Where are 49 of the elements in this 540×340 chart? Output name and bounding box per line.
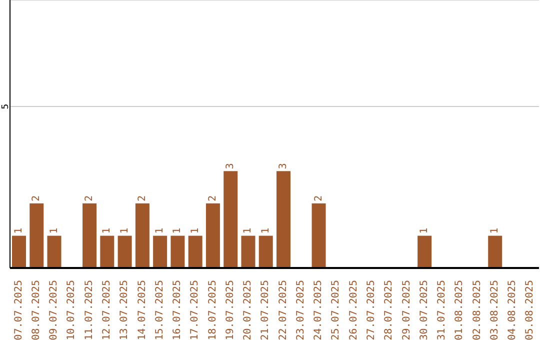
x-tick-label: 31.07.2025 bbox=[436, 280, 448, 340]
x-tick-label: 05.08.2025 bbox=[524, 280, 536, 340]
x-tick-label: 12.07.2025 bbox=[101, 280, 112, 340]
x-tick-label: 19.07.2025 bbox=[224, 280, 236, 340]
x-tick-label: 25.07.2025 bbox=[330, 280, 342, 340]
x-tick-label: 23.07.2025 bbox=[295, 280, 306, 340]
data-label: 1 bbox=[190, 228, 201, 234]
x-tick-label: 08.07.2025 bbox=[30, 280, 42, 340]
x-tick-label: 09.07.2025 bbox=[48, 280, 60, 340]
data-label: 1 bbox=[260, 228, 272, 234]
x-tick-label: 15.07.2025 bbox=[154, 280, 166, 340]
y-tick-label: 5 bbox=[1, 104, 11, 110]
x-tick-label: 24.07.2025 bbox=[313, 280, 324, 340]
x-tick-label: 20.07.2025 bbox=[242, 280, 254, 340]
x-tick-label: 21.07.2025 bbox=[260, 280, 272, 340]
x-tick-label: 01.08.2025 bbox=[454, 280, 466, 340]
x-tick-label: 28.07.2025 bbox=[384, 280, 395, 340]
x-tick-label: 14.07.2025 bbox=[136, 280, 148, 340]
x-tick-label: 04.08.2025 bbox=[507, 280, 518, 340]
x-tick-label: 30.07.2025 bbox=[418, 280, 430, 340]
data-label: 2 bbox=[136, 195, 148, 202]
data-label: 1 bbox=[48, 228, 60, 234]
data-label: 2 bbox=[207, 195, 218, 202]
x-tick-label: 11.07.2025 bbox=[84, 280, 95, 340]
data-label: 1 bbox=[154, 228, 166, 234]
data-label: 1 bbox=[419, 228, 430, 234]
x-tick-label: 26.07.2025 bbox=[348, 280, 360, 340]
x-tick-label: 03.08.2025 bbox=[489, 280, 500, 340]
x-tick-label: 13.07.2025 bbox=[119, 280, 130, 340]
data-label: 1 bbox=[119, 228, 130, 234]
data-label: 1 bbox=[490, 228, 501, 234]
data-label: 1 bbox=[14, 228, 24, 234]
data-label: 1 bbox=[242, 228, 254, 234]
data-label: 2 bbox=[84, 195, 96, 202]
data-label: 1 bbox=[102, 228, 113, 234]
x-tick-label: 22.07.2025 bbox=[278, 280, 289, 340]
x-tick-label: 29.07.2025 bbox=[401, 280, 412, 340]
x-tick-label: 07.07.2025 bbox=[13, 280, 24, 340]
x-tick-label: 17.07.2025 bbox=[190, 280, 201, 340]
x-tick-label: 16.07.2025 bbox=[172, 280, 184, 340]
data-label: 1 bbox=[172, 228, 184, 234]
x-tick-label: 02.08.2025 bbox=[472, 280, 483, 340]
data-label: 2 bbox=[313, 195, 324, 202]
x-tick-label: 10.07.2025 bbox=[66, 280, 78, 340]
data-label: 3 bbox=[225, 163, 236, 170]
x-tick-label: 18.07.2025 bbox=[207, 280, 218, 340]
data-label: 2 bbox=[31, 195, 42, 202]
data-label: 3 bbox=[278, 163, 289, 170]
x-tick-label: 27.07.2025 bbox=[366, 280, 377, 340]
